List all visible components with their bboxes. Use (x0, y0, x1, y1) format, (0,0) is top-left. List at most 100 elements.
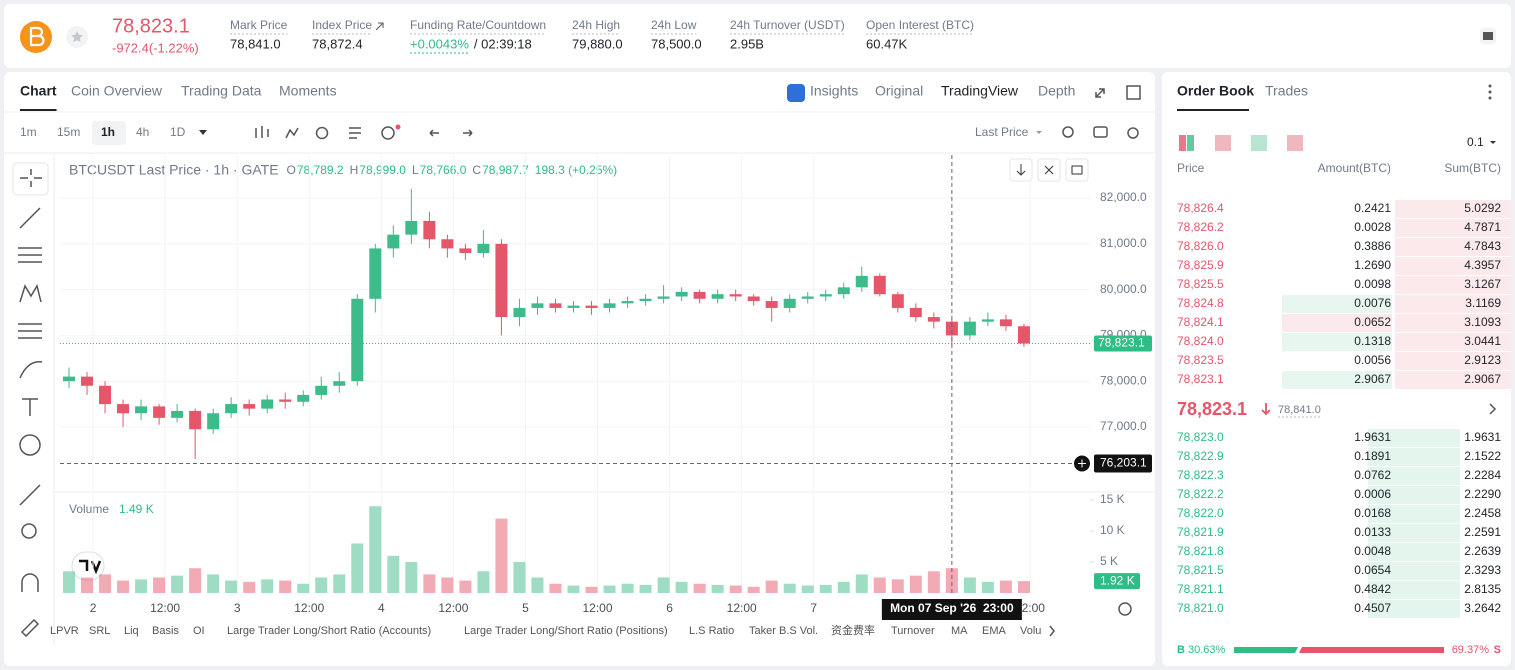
candle-type-icon[interactable] (255, 126, 269, 138)
book-icon (1483, 32, 1493, 40)
view-tab[interactable]: Insights (810, 83, 858, 99)
trade-flash (1282, 295, 1392, 313)
fib-tool[interactable] (18, 247, 42, 263)
gear-icon[interactable] (1127, 127, 1139, 139)
overlay-icon (1044, 165, 1054, 175)
scroll-right[interactable] (1049, 625, 1055, 637)
interval[interactable]: 1h (101, 125, 115, 139)
book-price: 78,826.4 (1177, 201, 1224, 215)
view-alt[interactable] (1287, 135, 1303, 151)
book-price: 78,826.0 (1177, 239, 1224, 253)
view-bids[interactable] (1251, 135, 1267, 151)
book-sum: 3.1267 (1464, 277, 1501, 291)
indicator[interactable]: Large Trader Long/Short Ratio (Positions… (464, 625, 668, 637)
redo-icon[interactable] (463, 129, 473, 137)
window-icon[interactable] (1126, 85, 1141, 100)
chart-tab[interactable]: Coin Overview (71, 83, 163, 99)
volume-bar (225, 580, 238, 593)
text-tool[interactable] (22, 398, 38, 416)
overlay-icon (1016, 164, 1026, 176)
crosshair-tool[interactable] (20, 169, 42, 187)
indicator[interactable]: Large Trader Long/Short Ratio (Accounts) (227, 625, 431, 637)
view-asks[interactable] (1215, 135, 1231, 151)
indicator[interactable]: 资金费率 (831, 623, 875, 637)
book-price: 78,824.1 (1177, 315, 1224, 329)
countdown: / 02:39:18 (474, 36, 532, 51)
candle-body (963, 321, 976, 336)
view-tab[interactable]: TradingView (941, 83, 1019, 99)
last-price: 78,823.1 (112, 15, 190, 37)
settings-icon[interactable] (1118, 602, 1132, 616)
ai-icon (787, 84, 805, 102)
indicator[interactable]: OI (193, 625, 205, 637)
brush-tool[interactable] (19, 361, 43, 379)
indicator[interactable]: Liq (124, 625, 139, 637)
zoom-tool[interactable] (21, 523, 37, 539)
chart-tab[interactable]: Chart (20, 83, 57, 99)
interval[interactable]: 1m (20, 125, 37, 139)
volume-bar (423, 574, 436, 593)
indicator[interactable]: SRL (89, 625, 110, 637)
eraser-tool[interactable] (20, 618, 40, 638)
orderbook-tab[interactable]: Trades (1265, 83, 1308, 99)
view-tab[interactable]: Depth (1038, 83, 1075, 99)
candle-body (945, 321, 958, 336)
indicator[interactable]: MA (951, 625, 968, 637)
candle-body (513, 307, 526, 318)
indicator[interactable]: Volu (1020, 625, 1041, 637)
view-both[interactable] (1179, 135, 1186, 151)
indicator[interactable]: L.S Ratio (689, 625, 734, 637)
view-both[interactable] (1187, 135, 1194, 151)
precision[interactable]: 0.1 (1467, 135, 1484, 149)
book-amount: 0.0048 (1354, 544, 1391, 558)
indicator[interactable]: Taker B.S Vol. (749, 625, 818, 637)
chevron[interactable] (1489, 403, 1497, 415)
candle-body (99, 385, 112, 405)
emoji-tool[interactable] (19, 434, 41, 456)
projection-tool[interactable] (18, 323, 42, 339)
volume-bar (477, 571, 490, 593)
stat-value: 60.47K (866, 36, 908, 51)
depth-bar (1368, 562, 1460, 580)
book-amount: 1.2690 (1354, 258, 1391, 272)
template-icon[interactable] (349, 127, 361, 139)
interval[interactable]: 15m (57, 125, 80, 139)
chart-tab[interactable]: Moments (279, 83, 337, 99)
undo-icon[interactable] (429, 129, 439, 137)
line-tool[interactable] (19, 207, 41, 229)
interval[interactable]: 1D (170, 125, 186, 139)
search-icon[interactable] (1062, 126, 1074, 138)
depth-bar (1395, 238, 1511, 256)
interval[interactable]: 4h (136, 125, 149, 139)
overlay-button[interactable] (1065, 158, 1089, 182)
add-icon[interactable] (381, 126, 395, 140)
book-amount: 0.4507 (1354, 601, 1391, 615)
camera-icon[interactable] (1093, 126, 1108, 138)
orderbook-tab[interactable]: Order Book (1177, 83, 1254, 99)
indicator[interactable]: LPVR (50, 625, 79, 637)
x-tick-label: 2 (90, 601, 97, 615)
indicator[interactable]: Basis (152, 625, 179, 637)
view-tab[interactable]: Original (875, 83, 923, 99)
indicator-icon[interactable] (285, 127, 299, 139)
x-tick-label: 12:00 (1015, 601, 1045, 615)
indicator[interactable]: EMA (982, 625, 1007, 637)
expand-icon[interactable] (1095, 88, 1105, 98)
replay-icon[interactable] (315, 126, 329, 140)
pattern-tool[interactable] (19, 284, 42, 303)
chart-tab[interactable]: Trading Data (181, 83, 262, 99)
candle-body (567, 305, 580, 308)
volume-bar (855, 574, 868, 593)
magnet-tool[interactable] (21, 573, 39, 592)
indicator[interactable]: Turnover (891, 625, 935, 637)
ruler-tool[interactable] (19, 484, 41, 506)
crosshair-time: Mon 07 Sep '26 23:00 (890, 601, 1014, 615)
book-sum: 2.3293 (1464, 563, 1501, 577)
legend-text: BTCUSDT Last Price · 1h · GATE (69, 162, 279, 178)
volume-bar (135, 579, 148, 593)
volume-bar (387, 555, 400, 593)
book-sum: 2.2591 (1464, 525, 1501, 539)
last-price-box (1094, 335, 1152, 352)
price-type[interactable]: Last Price (975, 125, 1029, 139)
candle-body (765, 301, 778, 308)
